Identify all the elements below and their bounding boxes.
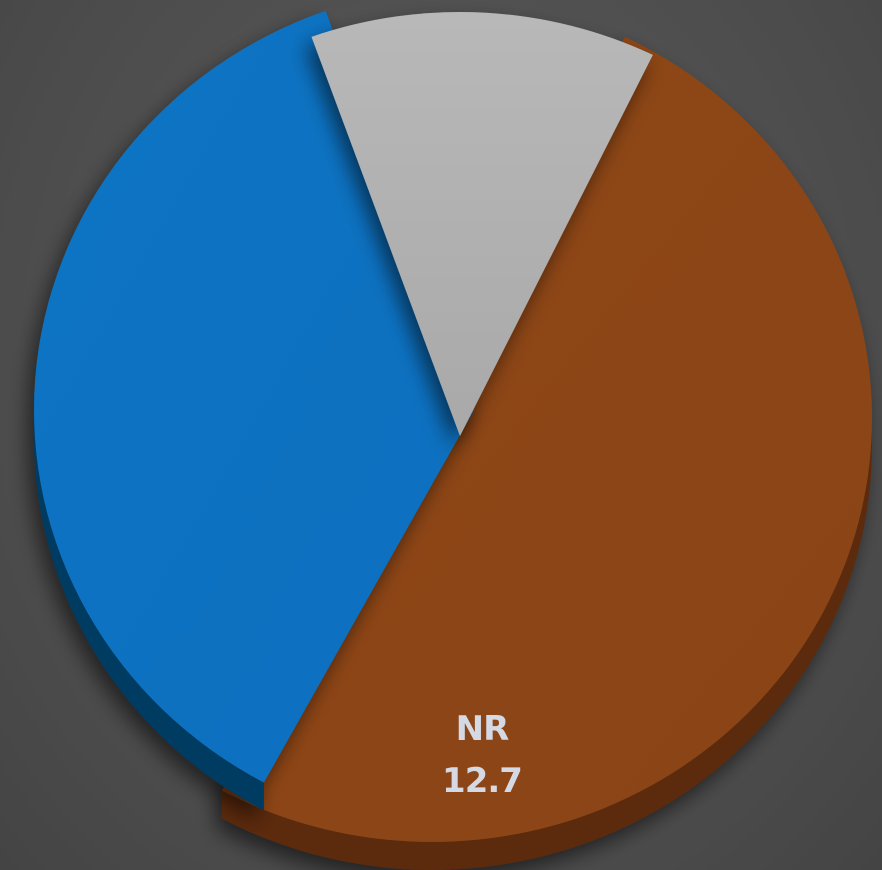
pie-slice-side-slice-1 <box>221 418 873 870</box>
pie-slice-top-nr <box>311 12 653 436</box>
slice-value-label-nr: 12.7 <box>442 761 522 801</box>
slice-label-nr: NR <box>456 709 509 749</box>
pie-slice-slice-2 <box>33 10 474 811</box>
pie-slice-slice-1 <box>221 36 873 870</box>
labels-layer: NR 12.7 <box>442 709 523 801</box>
pie-slice-top-slice-1 <box>221 36 872 842</box>
pie-slice-side-slice-2 <box>34 410 264 811</box>
pie-slice-nr <box>311 12 653 436</box>
pie-slice-top-slice-2 <box>33 10 474 783</box>
slices-layer <box>33 10 873 870</box>
